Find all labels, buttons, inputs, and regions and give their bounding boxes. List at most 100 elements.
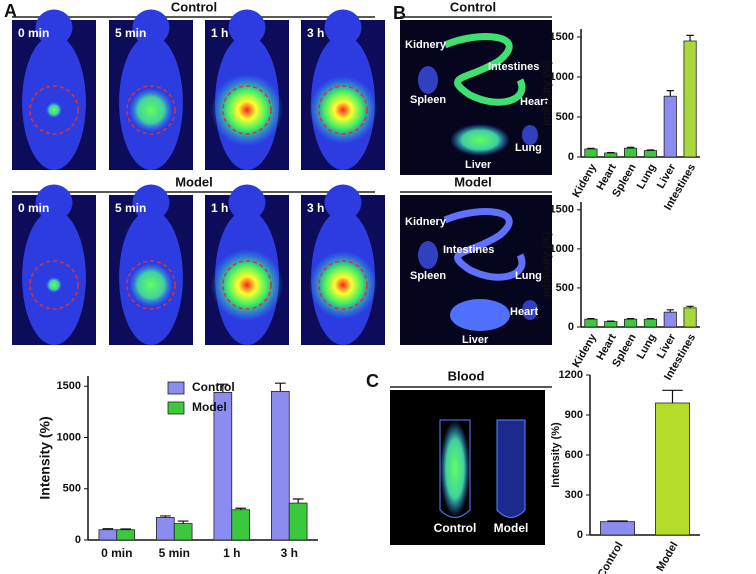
organ: [450, 124, 510, 156]
x-tick-label: 3 h: [281, 546, 298, 560]
image-title: Model: [454, 174, 492, 189]
error-bar: [217, 383, 229, 393]
mouse-head: [35, 9, 73, 46]
mouse-head: [35, 184, 73, 221]
error-bar: [274, 382, 286, 392]
legend-swatch: [167, 381, 185, 395]
error-bar: [587, 317, 595, 320]
bar: [604, 152, 618, 158]
organ: [522, 125, 538, 145]
organ: [418, 66, 438, 94]
y-axis-label: Intensity (%): [37, 416, 53, 499]
organ-label: Heart: [510, 306, 538, 318]
organ-label: Kidnery: [405, 216, 447, 228]
organ-label: Liver: [462, 334, 489, 346]
fluorescence: [46, 102, 62, 118]
y-axis-label: Intensity (%): [541, 60, 553, 126]
organ: [522, 300, 538, 320]
y-tick-label: 1200: [559, 369, 583, 381]
bar: [643, 318, 657, 328]
bar: [604, 321, 618, 328]
roi-circle: [29, 260, 79, 310]
roi-circle: [318, 85, 368, 135]
y-tick-label: 1000: [57, 431, 81, 443]
error-bar: [120, 528, 132, 530]
tube: [496, 419, 526, 518]
bar: [600, 521, 635, 536]
roi-circle: [318, 260, 368, 310]
bar: [663, 95, 677, 158]
mouse-head: [324, 184, 362, 221]
y-axis-label: Intensity (%): [541, 231, 553, 297]
error-bar: [102, 528, 114, 530]
error-bar: [235, 507, 247, 510]
roi-circle: [126, 260, 176, 310]
bar: [213, 391, 233, 541]
bar: [584, 148, 598, 158]
y-tick-label: 1000: [550, 71, 574, 83]
frame-label: 5 min: [115, 26, 146, 40]
legend-label: Control: [192, 380, 235, 394]
y-tick-label: 0: [568, 321, 574, 333]
fluorescence: [211, 74, 283, 146]
error-bar: [646, 149, 655, 151]
error-bar: [686, 34, 694, 41]
y-tick-label: 600: [565, 449, 583, 461]
tube-label: Model: [494, 521, 529, 535]
x-tick-label: Lung: [635, 332, 659, 361]
organ-label: Lung: [515, 142, 542, 154]
error-bar: [626, 146, 635, 149]
x-tick-label: Model: [654, 540, 680, 574]
frame-label: 1 h: [211, 201, 228, 215]
x-tick-label: Kideny: [570, 331, 599, 370]
x-tick-label: Lung: [635, 162, 659, 191]
y-tick-label: 1500: [57, 380, 81, 392]
organ: [418, 241, 438, 269]
error-bar: [587, 147, 595, 149]
bar: [624, 147, 638, 158]
row-title: Control: [171, 0, 217, 14]
fluorescence: [46, 277, 62, 293]
image-title: Blood: [448, 368, 485, 383]
x-tick-label: 1 h: [223, 546, 240, 560]
bar: [584, 318, 598, 328]
y-tick-label: 0: [568, 151, 574, 163]
y-tick-label: 900: [565, 409, 583, 421]
x-tick-label: Kideny: [570, 161, 599, 200]
error-bar: [646, 317, 655, 320]
y-tick-label: 0: [577, 529, 583, 541]
y-tick-label: 500: [556, 111, 574, 123]
bar: [663, 311, 677, 328]
mouse-head: [132, 9, 170, 46]
intestine: [443, 208, 526, 281]
y-tick-label: 500: [63, 483, 81, 495]
organ: [450, 299, 510, 331]
fluorescence: [129, 263, 173, 307]
frame-label: 0 min: [18, 26, 49, 40]
bar: [116, 529, 135, 541]
bar: [643, 150, 657, 158]
frame-label: 5 min: [115, 201, 146, 215]
roi-circle: [29, 85, 79, 135]
y-tick-label: 1500: [550, 204, 574, 216]
bar: [98, 529, 118, 541]
error-bar: [159, 515, 171, 518]
x-tick-label: 5 min: [159, 546, 190, 560]
roi-circle: [222, 85, 272, 135]
error-bar: [177, 520, 189, 524]
tube-label: Control: [434, 521, 477, 535]
error-bar: [666, 90, 674, 97]
y-tick-label: 1500: [550, 31, 574, 43]
panel-label: B: [393, 3, 406, 23]
organ-label: Liver: [465, 159, 492, 171]
organ-label: Kidnery: [405, 39, 447, 51]
error-bar: [626, 317, 635, 320]
frame-label: 1 h: [211, 26, 228, 40]
mouse-head: [324, 9, 362, 46]
y-tick-label: 0: [75, 534, 81, 546]
y-tick-label: 500: [556, 282, 574, 294]
organ-label: Lung: [515, 270, 542, 282]
frame-label: 0 min: [18, 201, 49, 215]
y-tick-label: 300: [565, 489, 583, 501]
